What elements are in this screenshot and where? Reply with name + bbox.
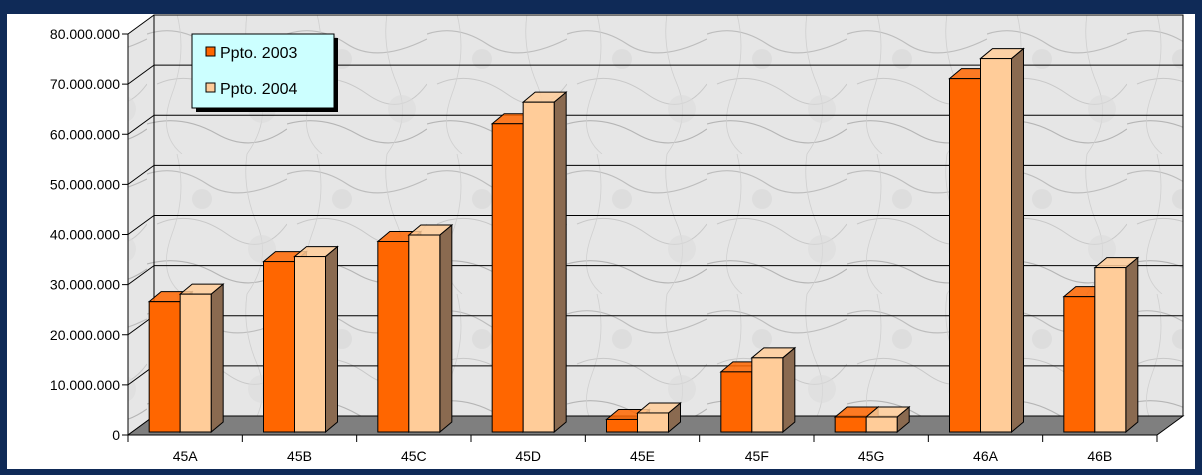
gridline-depth (127, 164, 155, 185)
gridline-depth (127, 14, 155, 35)
y-tick-label: 50.000.000 (50, 176, 120, 192)
x-tick-label: 45A (173, 448, 199, 464)
bar-46B-series-2 (1093, 256, 1140, 434)
legend: Ppto. 2003 Ppto. 2004 (191, 33, 338, 112)
bar-chart: 0 10.000.000 20.000.000 30.000.000 40.000.00… (50, 14, 1185, 464)
y-tick-label: 10.000.000 (50, 377, 120, 393)
gridline-depth (127, 215, 155, 235)
bar-45D-series-2 (521, 91, 568, 434)
y-tick-label: 0 (112, 427, 120, 443)
y-tick-label: 40.000.000 (50, 227, 120, 243)
bar-45F-series-2 (750, 346, 797, 434)
x-tick-label: 45E (630, 448, 655, 464)
legend-label-2004: Ppto. 2004 (220, 81, 298, 98)
y-axis: 0 10.000.000 20.000.000 30.000.000 40.000.00… (50, 26, 129, 443)
gridline-depth (127, 265, 155, 286)
gridline-depth (127, 114, 155, 135)
y-tick-label: 70.000.000 (50, 76, 120, 92)
x-tick-label: 45D (515, 448, 541, 464)
bar-46A-series-2 (979, 47, 1025, 434)
x-axis-labels: 45A 45B 45C 45D 45E 45F 45G 46A 46B (127, 435, 1158, 464)
legend-swatch-2003 (205, 46, 216, 57)
x-tick-label: 45G (858, 448, 884, 464)
bars (147, 47, 1140, 434)
y-tick-label: 60.000.000 (50, 126, 120, 142)
y-tick-label: 80.000.000 (50, 26, 120, 42)
bar-45A-series-2 (178, 283, 225, 434)
gridline-depth (127, 64, 155, 85)
y-tick-label: 20.000.000 (50, 327, 120, 343)
legend-swatch-2004 (205, 82, 216, 93)
legend-label-2003: Ppto. 2003 (220, 45, 298, 62)
x-tick-label: 46B (1087, 448, 1112, 464)
bar-45E-series-2 (636, 401, 682, 434)
chart-area: 0 10.000.000 20.000.000 30.000.000 40.000.00… (7, 14, 1195, 469)
bar-45G-series-2 (864, 405, 911, 434)
legend-box (191, 33, 335, 109)
x-tick-label: 45C (401, 448, 427, 464)
bar-45B-series-2 (293, 245, 339, 434)
y-tick-label: 30.000.000 (50, 277, 120, 293)
x-tick-label: 45F (745, 448, 769, 464)
x-tick-label: 45B (287, 448, 312, 464)
bar-45C-series-2 (407, 223, 454, 434)
x-tick-label: 46A (973, 448, 999, 464)
